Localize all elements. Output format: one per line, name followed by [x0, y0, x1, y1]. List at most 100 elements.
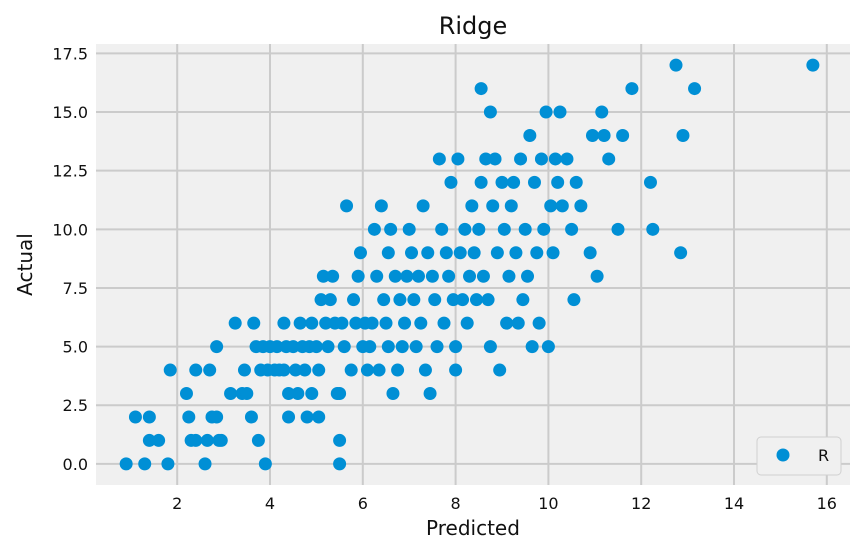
- x-tick-label: 14: [724, 494, 744, 513]
- data-point: [534, 152, 548, 166]
- data-point: [425, 269, 439, 283]
- data-point: [291, 387, 305, 401]
- data-point: [340, 199, 354, 213]
- data-point: [277, 316, 291, 330]
- data-point: [551, 175, 565, 189]
- data-point: [377, 293, 391, 307]
- data-point: [333, 387, 347, 401]
- data-point: [312, 410, 326, 424]
- data-point: [567, 293, 581, 307]
- data-point: [370, 269, 384, 283]
- data-point: [574, 199, 588, 213]
- data-point: [210, 410, 224, 424]
- data-point: [152, 433, 166, 447]
- data-point: [316, 269, 330, 283]
- x-axis-ticks: 2 4 6 8 10 12 14 16: [172, 494, 837, 513]
- data-point: [490, 246, 504, 260]
- data-point: [163, 363, 177, 377]
- data-point: [676, 128, 690, 142]
- data-point: [161, 457, 175, 471]
- data-point: [544, 199, 558, 213]
- data-point: [474, 175, 488, 189]
- data-point: [282, 410, 296, 424]
- data-point: [244, 410, 258, 424]
- data-point: [806, 58, 820, 72]
- data-point: [203, 363, 217, 377]
- y-tick-label: 0.0: [63, 455, 88, 474]
- data-point: [493, 363, 507, 377]
- data-point: [391, 363, 405, 377]
- data-point: [423, 387, 437, 401]
- data-point: [333, 457, 347, 471]
- data-point: [469, 293, 483, 307]
- data-point: [142, 433, 156, 447]
- data-point: [381, 246, 395, 260]
- data-point: [305, 316, 319, 330]
- data-point: [430, 340, 444, 354]
- x-tick-label: 6: [358, 494, 368, 513]
- x-tick-label: 8: [451, 494, 461, 513]
- data-point: [467, 246, 481, 260]
- chart-title: Ridge: [439, 12, 508, 40]
- data-point: [247, 316, 261, 330]
- data-point: [555, 199, 569, 213]
- data-point: [309, 340, 323, 354]
- y-tick-label: 15.0: [52, 103, 88, 122]
- data-point: [409, 340, 423, 354]
- data-point: [565, 222, 579, 236]
- data-point: [365, 316, 379, 330]
- data-point: [428, 293, 442, 307]
- data-point: [282, 387, 296, 401]
- data-point: [516, 293, 530, 307]
- y-tick-label: 10.0: [52, 220, 88, 239]
- data-point: [483, 105, 497, 119]
- data-point: [474, 82, 488, 96]
- data-point: [504, 199, 518, 213]
- data-point: [488, 152, 502, 166]
- data-point: [347, 293, 361, 307]
- data-point: [590, 269, 604, 283]
- data-point: [432, 152, 446, 166]
- data-point: [381, 340, 395, 354]
- data-point: [525, 340, 539, 354]
- data-point: [472, 222, 486, 236]
- data-point: [502, 269, 516, 283]
- data-point: [483, 340, 497, 354]
- y-tick-label: 2.5: [63, 396, 88, 415]
- data-point: [189, 363, 203, 377]
- data-point: [507, 175, 521, 189]
- data-point: [523, 128, 537, 142]
- data-point: [395, 340, 409, 354]
- data-point: [595, 105, 609, 119]
- data-point: [258, 457, 272, 471]
- data-point: [323, 293, 337, 307]
- x-tick-label: 16: [817, 494, 837, 513]
- data-point: [495, 175, 509, 189]
- data-point: [400, 269, 414, 283]
- data-point: [237, 363, 251, 377]
- data-point: [421, 246, 435, 260]
- data-point: [509, 246, 523, 260]
- data-point: [500, 316, 514, 330]
- data-point: [460, 316, 474, 330]
- data-points: [119, 58, 820, 471]
- data-point: [446, 293, 460, 307]
- data-point: [569, 175, 583, 189]
- data-point: [405, 246, 419, 260]
- data-point: [363, 340, 377, 354]
- data-point: [548, 152, 562, 166]
- data-point: [379, 316, 393, 330]
- data-point: [497, 222, 511, 236]
- data-point: [511, 316, 525, 330]
- data-point: [198, 457, 212, 471]
- y-tick-label: 12.5: [52, 162, 88, 181]
- data-point: [449, 340, 463, 354]
- data-point: [442, 269, 456, 283]
- data-point: [541, 340, 555, 354]
- data-point: [416, 199, 430, 213]
- data-point: [553, 105, 567, 119]
- legend-label: R: [818, 446, 829, 465]
- data-point: [367, 222, 381, 236]
- data-point: [456, 293, 470, 307]
- data-point: [611, 222, 625, 236]
